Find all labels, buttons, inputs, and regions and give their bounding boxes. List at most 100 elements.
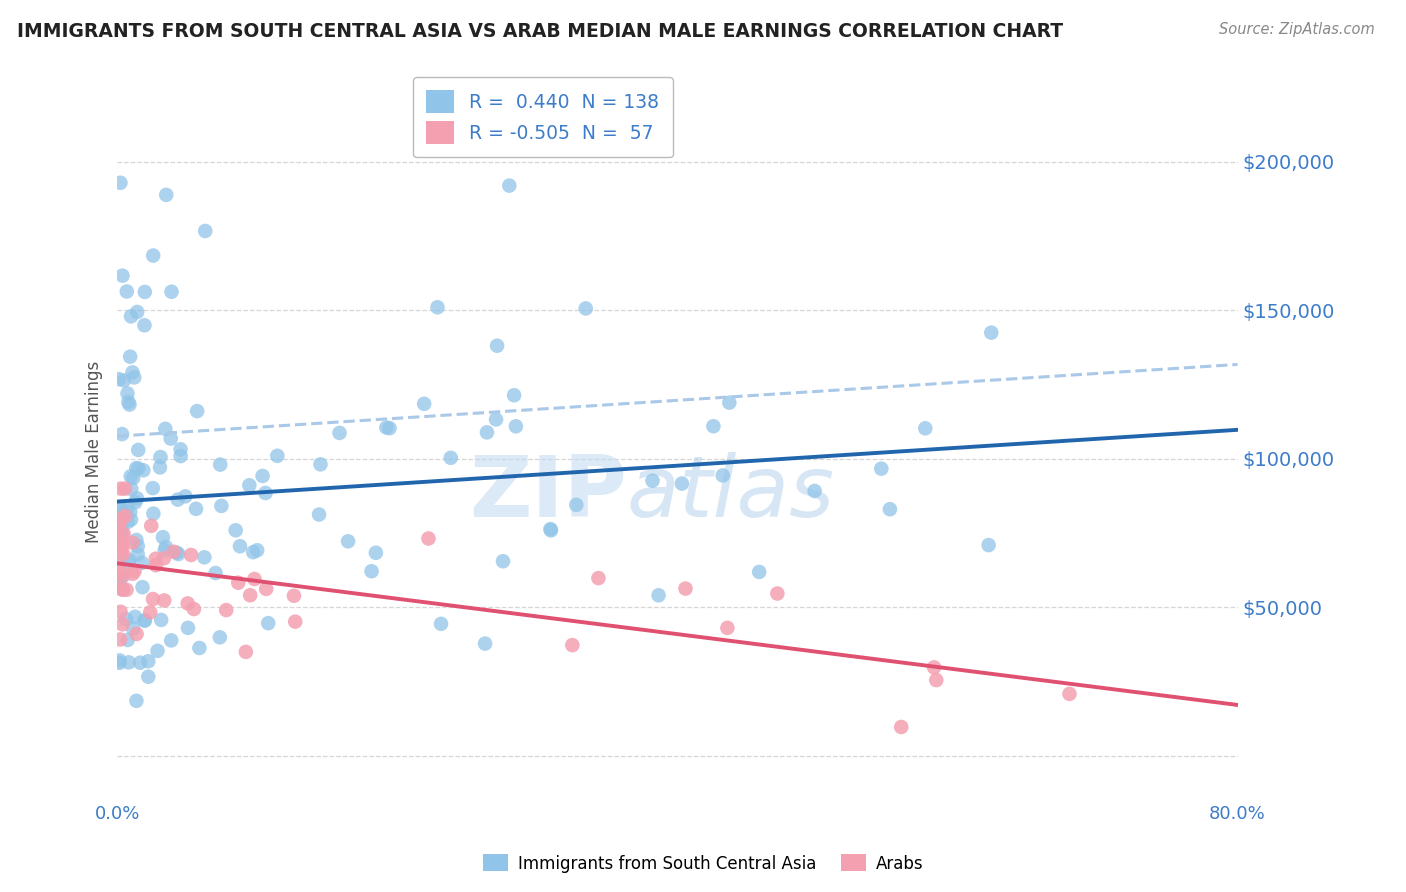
Point xyxy=(337,534,360,549)
Point xyxy=(142,481,165,495)
Point xyxy=(114,482,136,496)
Point xyxy=(194,224,217,238)
Point xyxy=(922,660,945,674)
Point xyxy=(440,450,463,465)
Point xyxy=(114,508,136,523)
Point xyxy=(208,630,231,644)
Point xyxy=(160,285,183,299)
Point xyxy=(122,471,145,485)
Point xyxy=(167,547,190,561)
Text: IMMIGRANTS FROM SOUTH CENTRAL ASIA VS ARAB MEDIAN MALE EARNINGS CORRELATION CHAR: IMMIGRANTS FROM SOUTH CENTRAL ASIA VS AR… xyxy=(17,22,1063,41)
Point xyxy=(118,656,141,670)
Point xyxy=(115,582,138,597)
Point xyxy=(364,546,387,560)
Point xyxy=(125,627,148,641)
Point xyxy=(121,566,143,581)
Point xyxy=(426,300,449,314)
Point xyxy=(284,615,307,629)
Point xyxy=(117,557,139,571)
Point xyxy=(565,498,588,512)
Point xyxy=(108,560,131,574)
Point xyxy=(111,268,134,283)
Point xyxy=(134,614,156,628)
Point xyxy=(117,500,139,515)
Point xyxy=(124,564,146,578)
Point xyxy=(117,632,139,647)
Text: Source: ZipAtlas.com: Source: ZipAtlas.com xyxy=(1219,22,1375,37)
Point xyxy=(254,486,277,500)
Point xyxy=(153,593,176,607)
Point xyxy=(675,582,697,596)
Point xyxy=(215,603,238,617)
Point xyxy=(108,656,131,670)
Point xyxy=(110,176,132,190)
Point xyxy=(108,573,131,587)
Point xyxy=(718,395,741,409)
Point xyxy=(124,609,146,624)
Point xyxy=(149,460,172,475)
Point xyxy=(711,468,734,483)
Point xyxy=(112,547,135,561)
Point xyxy=(155,187,177,202)
Point xyxy=(588,571,610,585)
Point xyxy=(121,365,143,379)
Point xyxy=(977,538,1000,552)
Point xyxy=(505,419,527,434)
Point xyxy=(246,543,269,558)
Point xyxy=(540,522,562,536)
Point xyxy=(155,422,177,436)
Point xyxy=(108,543,131,558)
Point xyxy=(486,339,509,353)
Legend: R =  0.440  N = 138, R = -0.505  N =  57: R = 0.440 N = 138, R = -0.505 N = 57 xyxy=(413,77,672,157)
Point xyxy=(209,458,232,472)
Text: atlas: atlas xyxy=(627,452,835,535)
Point xyxy=(150,613,173,627)
Point xyxy=(111,526,134,541)
Point xyxy=(110,605,132,619)
Point xyxy=(803,483,825,498)
Point xyxy=(914,421,936,435)
Point xyxy=(145,558,167,573)
Point xyxy=(112,374,135,388)
Point xyxy=(209,499,232,513)
Point xyxy=(134,318,156,333)
Point xyxy=(540,524,562,538)
Point xyxy=(127,547,149,561)
Point xyxy=(243,572,266,586)
Point xyxy=(110,566,132,580)
Point xyxy=(115,285,138,299)
Point xyxy=(160,633,183,648)
Point xyxy=(242,545,264,559)
Point xyxy=(153,551,176,566)
Point xyxy=(127,461,149,475)
Point xyxy=(254,582,277,596)
Point xyxy=(146,644,169,658)
Point xyxy=(110,546,132,560)
Point xyxy=(120,505,142,519)
Point xyxy=(118,553,141,567)
Point xyxy=(153,543,176,558)
Point xyxy=(641,474,664,488)
Point xyxy=(183,602,205,616)
Point xyxy=(110,482,132,496)
Point xyxy=(108,516,131,530)
Point xyxy=(225,523,247,537)
Point xyxy=(120,482,142,496)
Point xyxy=(980,326,1002,340)
Point xyxy=(204,566,226,580)
Point xyxy=(120,512,142,526)
Point xyxy=(169,442,191,457)
Point xyxy=(166,492,188,507)
Point xyxy=(142,248,165,262)
Point xyxy=(108,500,131,515)
Point xyxy=(748,565,770,579)
Point xyxy=(671,476,693,491)
Point xyxy=(870,461,893,475)
Point xyxy=(430,616,453,631)
Point xyxy=(117,386,139,401)
Point xyxy=(127,539,149,553)
Point xyxy=(111,535,134,549)
Point xyxy=(188,640,211,655)
Point xyxy=(129,656,152,670)
Point xyxy=(107,552,129,566)
